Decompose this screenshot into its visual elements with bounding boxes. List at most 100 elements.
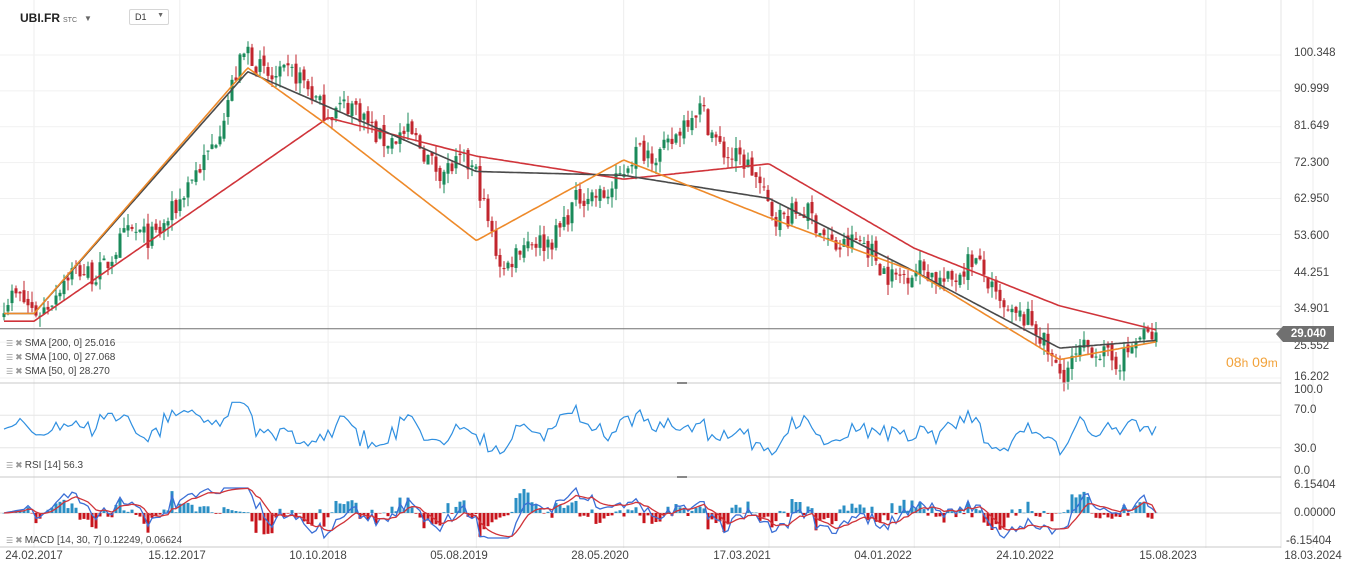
candle	[878, 262, 882, 276]
candle-body	[250, 47, 254, 66]
macd-histogram-bar	[546, 511, 550, 513]
macd-histogram-bar	[402, 509, 406, 513]
candle	[814, 213, 818, 238]
candle-body	[62, 280, 66, 295]
macd-histogram-bar	[922, 509, 926, 513]
candle-body	[578, 189, 582, 204]
macd-histogram-bar	[66, 508, 70, 513]
candle	[1018, 302, 1022, 322]
price-tick: 44.251	[1294, 267, 1330, 279]
candle	[834, 236, 838, 252]
macd-histogram-bar	[826, 513, 830, 518]
candle	[1070, 347, 1074, 380]
candle	[194, 161, 198, 186]
menu-icon[interactable]: ☰	[6, 353, 14, 362]
candle-body	[698, 103, 702, 115]
candle	[498, 248, 502, 278]
macd-histogram-bar	[950, 511, 954, 513]
menu-icon[interactable]: ☰	[6, 536, 14, 545]
macd-histogram-bar	[598, 513, 602, 523]
macd-histogram-bar	[1150, 513, 1154, 519]
macd-histogram-bar	[830, 513, 834, 525]
candle	[662, 131, 666, 150]
candle	[466, 148, 470, 180]
candle-body	[922, 261, 926, 271]
macd-histogram-bar	[1030, 511, 1034, 513]
candle-body	[554, 225, 558, 248]
resize-handle-icon[interactable]	[677, 382, 687, 384]
chevron-down-icon[interactable]: ▼	[84, 14, 92, 23]
candle	[986, 276, 990, 294]
macd-histogram-bar	[342, 504, 346, 513]
macd-histogram-bar	[718, 513, 722, 522]
close-icon[interactable]: ✖	[15, 366, 23, 376]
close-icon[interactable]: ✖	[15, 338, 23, 348]
close-icon[interactable]: ✖	[15, 352, 23, 362]
candle-body	[598, 188, 602, 201]
candle	[570, 201, 574, 232]
macd-histogram-bar	[450, 513, 454, 514]
candle	[758, 166, 762, 194]
candlestick-series[interactable]	[2, 41, 1158, 392]
candle-body	[970, 254, 974, 268]
menu-icon[interactable]: ☰	[6, 339, 14, 348]
candle	[506, 260, 510, 271]
candle-body	[686, 120, 690, 127]
candle	[142, 218, 146, 243]
candle	[214, 143, 218, 149]
candle-body	[930, 272, 934, 278]
legend-sma200[interactable]: ☰ ✖ SMA [200, 0] 25.016	[6, 338, 115, 349]
legend-macd[interactable]: ☰ ✖ MACD [14, 30, 7] 0.12249, 0.06624	[6, 535, 182, 546]
macd-histogram-bar	[806, 506, 810, 513]
candle-body	[1114, 356, 1118, 370]
candle-body	[950, 270, 954, 280]
candle	[170, 191, 174, 231]
candle-body	[1046, 333, 1050, 355]
macd-histogram-bar	[570, 502, 574, 513]
candle-body	[638, 143, 642, 145]
candle-body	[1074, 353, 1078, 355]
candle-body	[14, 288, 18, 294]
macd-histogram-bar	[858, 504, 862, 513]
candle-body	[66, 277, 70, 281]
candle-body	[422, 149, 426, 162]
candle-body	[882, 268, 886, 274]
close-icon[interactable]: ✖	[15, 535, 23, 545]
candle-body	[610, 188, 614, 198]
legend-rsi[interactable]: ☰ ✖ RSI [14] 56.3	[6, 460, 83, 471]
close-icon[interactable]: ✖	[15, 460, 23, 470]
candle-body	[1018, 310, 1022, 317]
macd-histogram-bar	[486, 513, 490, 527]
candle	[958, 272, 962, 288]
candle-body	[82, 274, 86, 276]
candle-body	[678, 131, 682, 136]
legend-sma100[interactable]: ☰ ✖ SMA [100, 0] 27.068	[6, 352, 115, 363]
candle-body	[794, 201, 798, 214]
panel-dividers[interactable]	[0, 382, 1281, 548]
macd-histogram-bar	[1134, 505, 1138, 513]
candle-body	[626, 168, 630, 173]
candle	[126, 214, 130, 238]
date-tick: 05.08.2019	[430, 550, 488, 562]
macd-histogram-bar	[822, 513, 826, 520]
macd-histogram-bar	[954, 513, 958, 518]
date-tick: 10.10.2018	[289, 550, 347, 562]
resize-handle-icon[interactable]	[677, 476, 687, 478]
candle	[294, 54, 298, 91]
legend-sma100-label: SMA [100, 0] 27.068	[24, 352, 116, 363]
timeframe-dropdown[interactable]: D1 ▼	[129, 9, 169, 25]
macd-histogram-bar	[482, 513, 486, 530]
legend-sma50[interactable]: ☰ ✖ SMA [50, 0] 28.270	[6, 366, 110, 377]
symbol-selector[interactable]: UBI.FR STC	[20, 11, 77, 25]
candle-body	[1006, 309, 1010, 311]
candle	[666, 134, 670, 151]
candle-body	[350, 103, 354, 116]
macd-histogram-bar	[322, 513, 326, 527]
menu-icon[interactable]: ☰	[6, 461, 14, 470]
macd-histogram-bar	[962, 513, 966, 515]
candle	[182, 196, 186, 208]
menu-icon[interactable]: ☰	[6, 367, 14, 376]
macd-histogram-bar	[1014, 513, 1018, 516]
candle-body	[734, 148, 738, 162]
